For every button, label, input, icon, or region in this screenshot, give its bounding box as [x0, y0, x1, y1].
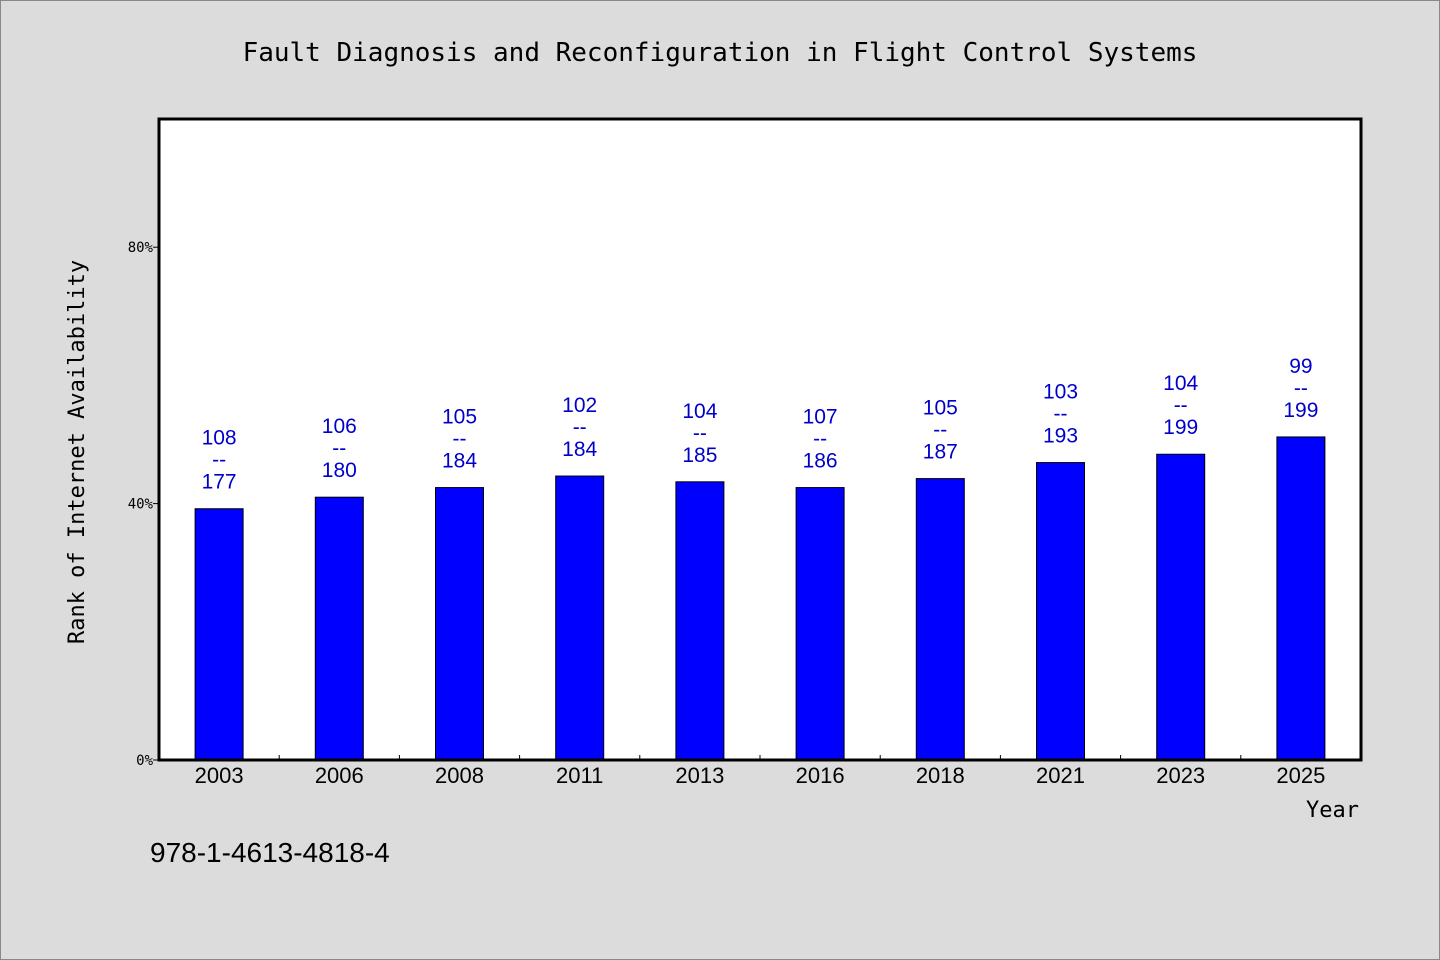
x-tick-label: 2018	[916, 763, 965, 788]
bar-label-separator: --	[332, 437, 346, 460]
bar-2013	[675, 481, 725, 761]
bar-label-total: 185	[682, 444, 717, 467]
y-axis-label: Rank of Internet Availability	[65, 260, 90, 644]
bar-label-separator: --	[693, 422, 707, 445]
y-tick-label: 80%	[128, 240, 154, 256]
y-tick-label: 0%	[136, 753, 153, 769]
x-tick-label: 2011	[556, 763, 603, 788]
bar-label-separator: --	[813, 428, 827, 451]
y-axis: 0% 40% 80%	[128, 240, 159, 769]
x-tick-label: 2003	[195, 763, 244, 788]
bar-label-separator: --	[573, 416, 587, 439]
x-tick-label: 2008	[435, 763, 484, 788]
bar-label-separator: --	[1174, 394, 1188, 417]
x-tick-label: 2013	[675, 763, 724, 788]
x-tick-label: 2006	[315, 763, 364, 788]
bar-label-separator: --	[1054, 403, 1068, 426]
bar-label-separator: --	[1294, 377, 1308, 400]
bar-label-total: 199	[1283, 399, 1318, 422]
bar-label-separator: --	[933, 419, 947, 442]
x-axis-label: Year	[1306, 798, 1359, 823]
x-axis: 2003 2006 2008 2011 2013 2016 2018 2021 2023 2025	[195, 755, 1325, 788]
x-tick-label: 2023	[1156, 763, 1205, 788]
bar-2025	[1276, 436, 1326, 761]
bar-label-total: 184	[562, 438, 597, 461]
chart-title: Fault Diagnosis and Reconfiguration in F…	[243, 38, 1198, 68]
bar-label-total: 180	[322, 459, 357, 482]
x-tick-label: 2021	[1036, 763, 1085, 788]
bar-label-rank: 104	[682, 400, 717, 423]
bar-2018	[915, 478, 965, 761]
x-tick-label: 2016	[796, 763, 845, 788]
bar-label-total: 187	[923, 441, 958, 464]
bar-label-total: 186	[803, 450, 838, 473]
bar-series	[194, 436, 1326, 761]
bar-label-rank: 104	[1163, 372, 1198, 395]
x-tick-label: 2025	[1276, 763, 1325, 788]
bar-2011	[555, 475, 605, 761]
bar-label-rank: 103	[1043, 381, 1078, 404]
bar-label-rank: 108	[202, 427, 237, 450]
bar-label-total: 199	[1163, 416, 1198, 439]
bar-label-rank: 106	[322, 415, 357, 438]
bar-2016	[795, 487, 845, 761]
bar-label-total: 177	[202, 471, 237, 494]
bar-2021	[1036, 462, 1085, 761]
bar-2008	[435, 487, 484, 761]
bar-label-rank: 99	[1289, 355, 1312, 378]
bar-label-total: 193	[1043, 425, 1078, 448]
bar-label-total: 184	[442, 450, 477, 473]
bar-label-separator: --	[212, 449, 226, 472]
bar-2003	[194, 508, 244, 761]
bar-label-rank: 102	[562, 394, 597, 417]
bar-label-rank: 107	[803, 406, 838, 429]
y-tick-label: 40%	[128, 497, 154, 513]
bar-2023	[1156, 453, 1206, 761]
bar-label-separator: --	[453, 428, 467, 451]
isbn-text: 978-1-4613-4818-4	[150, 837, 390, 868]
bar-label-rank: 105	[923, 397, 958, 420]
bar-label-group: 108--177106--180105--184102--184104--185…	[202, 355, 1319, 494]
bar-label-rank: 105	[442, 406, 477, 429]
bar-2006	[314, 496, 364, 761]
